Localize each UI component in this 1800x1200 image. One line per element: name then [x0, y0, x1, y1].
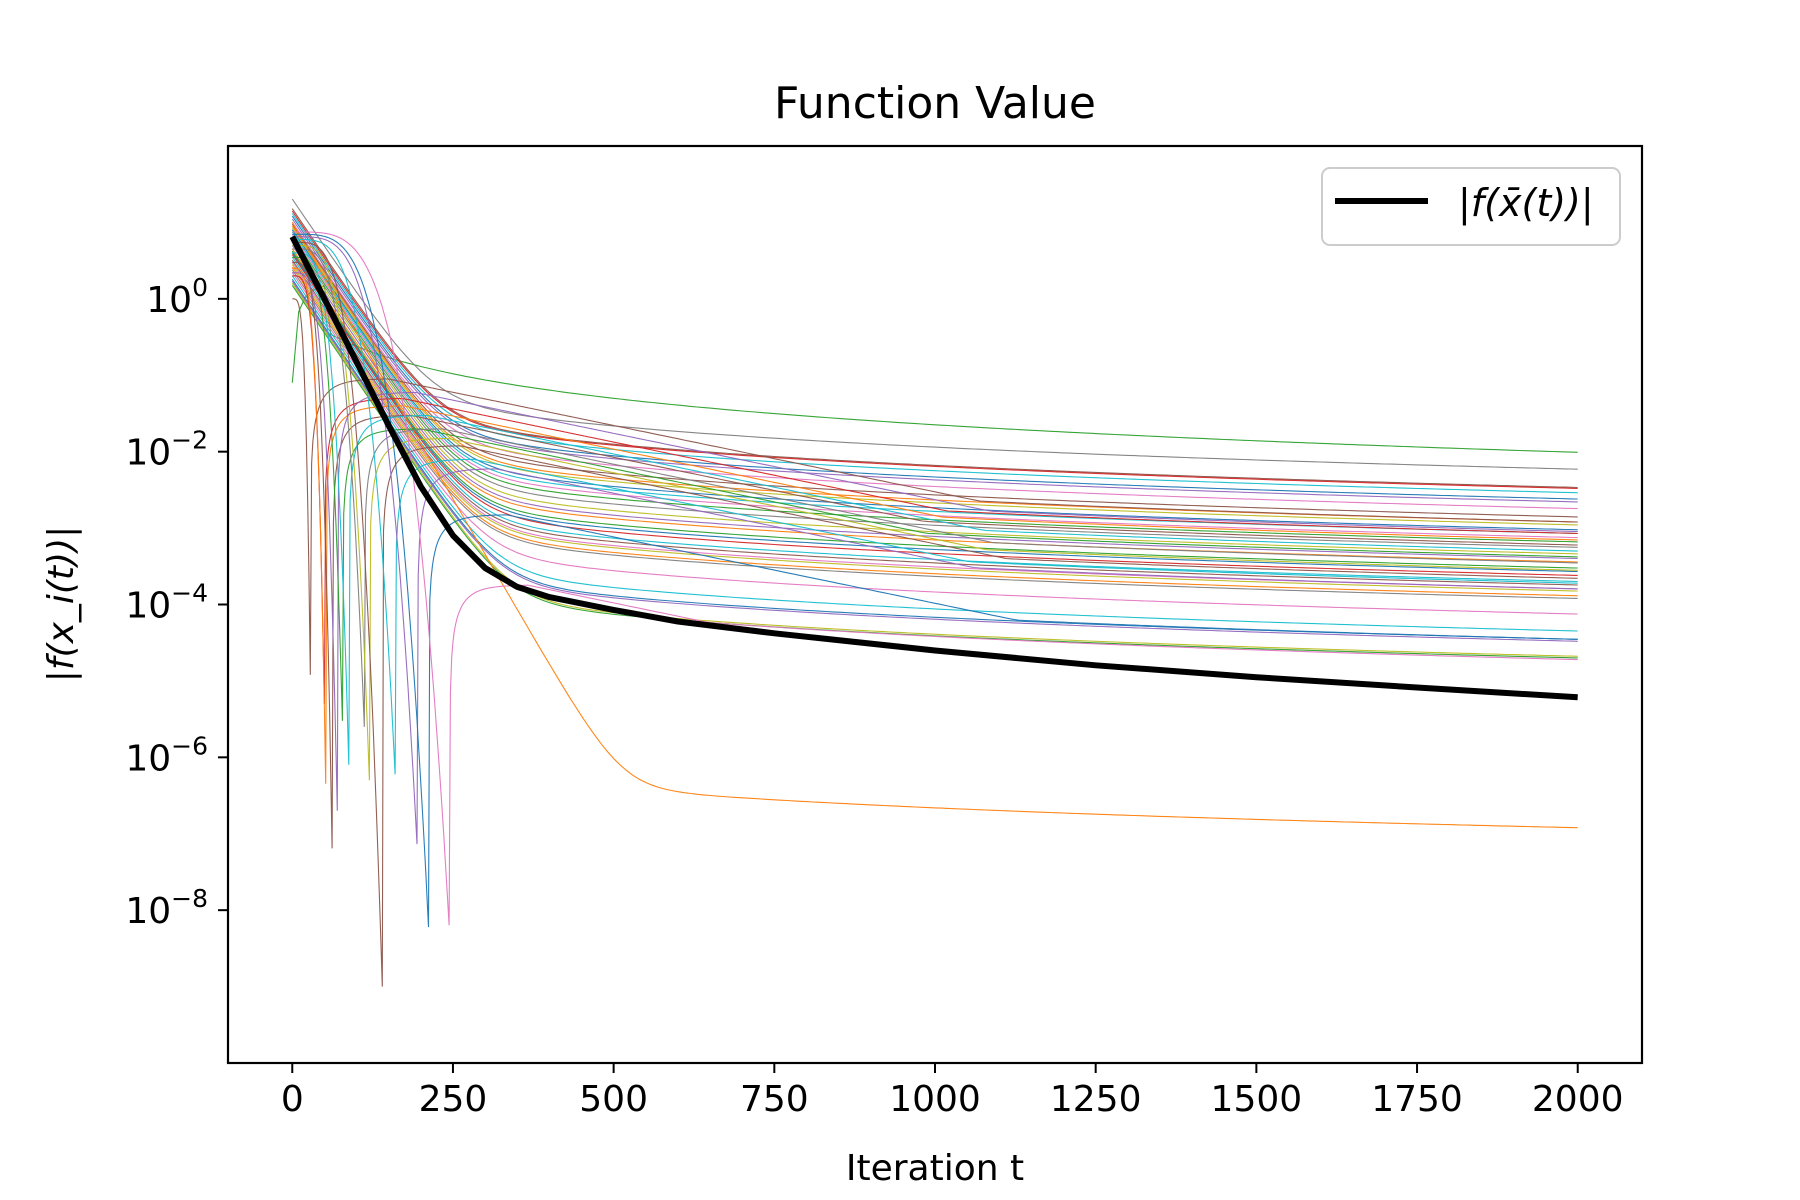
agent-series-line	[291, 272, 1578, 615]
agent-dip-series-line	[292, 241, 1578, 987]
legend-entry-mean: |f(x̄(t))|	[1458, 181, 1594, 226]
agent-series-line	[291, 266, 1578, 597]
agent-series-line	[291, 280, 1578, 642]
agent-series-line	[291, 259, 1578, 586]
agent-series-line	[291, 222, 1578, 829]
agent-dip-series-line	[292, 231, 1578, 926]
y-tick-label: 10−8	[125, 884, 208, 932]
agent-series-line	[291, 241, 1578, 555]
agent-dip-series-line	[292, 298, 1578, 675]
y-tick-label: 10−2	[125, 426, 208, 474]
chart-title: Function Value	[774, 78, 1096, 129]
y-axis-label: |f(x_i(t))|	[41, 526, 82, 683]
agent-series-line	[291, 250, 1578, 569]
agent-series-line	[291, 275, 1578, 632]
agent-dip-series-line	[292, 272, 1578, 811]
y-tick-label: 100	[146, 273, 208, 321]
x-tick-label: 1250	[1050, 1079, 1142, 1120]
agent-dip-series-line	[292, 261, 1578, 849]
agent-series-line	[291, 208, 1578, 489]
y-tick-label: 10−4	[125, 579, 208, 627]
agent-dip-series-line	[292, 233, 1578, 928]
agent-dip-series-line	[292, 236, 1578, 845]
agent-series-line	[291, 254, 1578, 576]
agent-dip-series-line	[292, 248, 1578, 727]
agent-series-line	[291, 198, 1578, 470]
mean-series-line	[289, 235, 1578, 701]
x-tick-label: 1750	[1371, 1079, 1463, 1120]
agent-series-line	[291, 223, 1578, 518]
agent-dip-series-line	[292, 244, 1578, 781]
x-tick-label: 750	[740, 1079, 809, 1120]
x-tick-label: 1000	[889, 1079, 981, 1120]
agent-dip-series-line	[292, 238, 1578, 775]
y-tick-label: 10−6	[125, 731, 208, 779]
x-tick-label: 500	[579, 1079, 648, 1120]
y-axis-ticks: 100 10−2 10−4 10−6 10−8	[125, 273, 228, 932]
x-axis-label: Iteration t	[846, 1148, 1024, 1189]
agent-series-line	[291, 269, 1578, 599]
agent-series-line	[291, 264, 1578, 592]
x-tick-label: 250	[419, 1079, 488, 1120]
agent-series-line	[291, 238, 1578, 548]
series-layer	[289, 198, 1578, 987]
legend: |f(x̄(t))|	[1321, 167, 1621, 246]
agent-dip-series-line	[292, 252, 1578, 765]
agent-series-line	[291, 252, 1578, 573]
x-tick-label: 1500	[1211, 1079, 1303, 1120]
agent-series-line	[291, 248, 1578, 563]
agent-series-line	[291, 218, 1578, 503]
agent-dip-series-line	[292, 256, 1578, 721]
legend-box	[1321, 167, 1621, 246]
x-axis-ticks: 0 250 500 750 1000 1250 1500 1750 2000	[281, 1063, 1624, 1120]
x-tick-label: 0	[281, 1079, 304, 1120]
agent-series-line	[291, 244, 1578, 560]
x-tick-label: 2000	[1532, 1079, 1624, 1120]
agent-series-line	[291, 285, 1578, 453]
